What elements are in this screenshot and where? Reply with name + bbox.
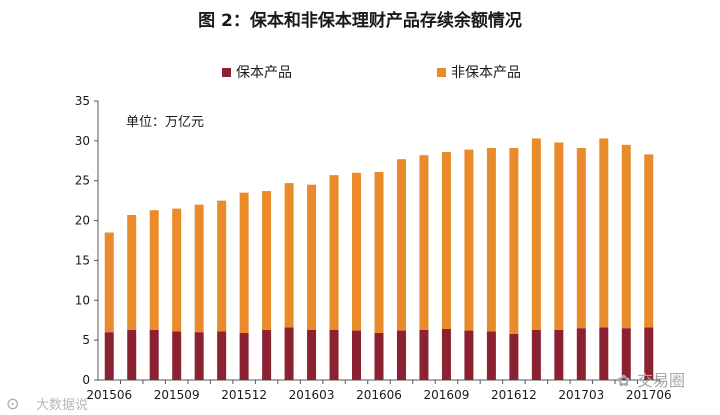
y-tick-label: 35 (75, 94, 90, 108)
bar-guaranteed (396, 330, 406, 380)
bar-guaranteed (284, 327, 294, 380)
bar-guaranteed (374, 332, 384, 380)
axes: 0 5 10 15 20 25 30 35 201506 201509 201512 201603 20… (75, 94, 672, 402)
y-tick-label: 25 (75, 174, 90, 188)
bar-guaranteed (104, 332, 114, 380)
watermark-right-text: 交易圈 (637, 371, 685, 390)
bar-non-guaranteed (217, 200, 227, 332)
bar-guaranteed (194, 332, 204, 380)
bar-non-guaranteed (419, 155, 429, 330)
bar-non-guaranteed (374, 171, 384, 333)
bar-non-guaranteed (172, 208, 182, 332)
y-tick-label: 5 (82, 333, 90, 347)
camera-icon: ⊙ (6, 394, 19, 413)
bar-guaranteed (127, 329, 137, 380)
bar-guaranteed (307, 329, 317, 380)
bar-non-guaranteed (441, 152, 451, 329)
bar-guaranteed (621, 328, 631, 380)
bar-non-guaranteed (284, 183, 294, 328)
bars (104, 138, 654, 380)
legend-swatch-guaranteed (222, 68, 231, 77)
bar-guaranteed (644, 327, 654, 380)
bar-non-guaranteed (396, 159, 406, 331)
x-tick-label: 201603 (289, 388, 335, 402)
bar-non-guaranteed (262, 191, 272, 330)
bar-non-guaranteed (127, 214, 137, 330)
bar-guaranteed (531, 329, 541, 380)
bar-non-guaranteed (352, 172, 362, 331)
x-tick-label: 201512 (221, 388, 267, 402)
bar-non-guaranteed (239, 192, 249, 333)
legend-label-non-guaranteed: 非保本产品 (451, 65, 521, 81)
bar-non-guaranteed (621, 144, 631, 329)
bar-guaranteed (441, 328, 451, 380)
y-tick-label: 10 (75, 293, 90, 307)
y-tick-label: 15 (75, 253, 90, 267)
x-tick-label: 201612 (491, 388, 537, 402)
bar-guaranteed (172, 331, 182, 380)
bar-guaranteed (486, 331, 496, 380)
bar-guaranteed (509, 333, 519, 380)
bar-guaranteed (419, 329, 429, 380)
x-tick-label: 201606 (356, 388, 402, 402)
chart-title: 图 2：保本和非保本理财产品存续余额情况 (198, 10, 522, 31)
bar-guaranteed (262, 329, 272, 380)
bar-non-guaranteed (329, 175, 339, 330)
watermark-left-text: 大数据说 (36, 398, 88, 413)
watermark-right: ✿ 交易圈 (617, 371, 685, 390)
bar-non-guaranteed (554, 142, 564, 330)
bar-guaranteed (329, 329, 339, 380)
bar-guaranteed (576, 328, 586, 380)
bar-guaranteed (464, 330, 474, 380)
legend-label-guaranteed: 保本产品 (236, 65, 292, 81)
bar-non-guaranteed (104, 232, 114, 333)
watermark-left: ⊙ 大数据说 (6, 394, 88, 413)
bar-non-guaranteed (644, 154, 654, 328)
bar-guaranteed (599, 327, 609, 380)
bar-non-guaranteed (576, 148, 586, 329)
bar-guaranteed (217, 331, 227, 380)
x-tick-label: 201609 (424, 388, 470, 402)
bar-non-guaranteed (194, 204, 204, 333)
y-tick-label: 20 (75, 214, 90, 228)
unit-note: 单位：万亿元 (126, 115, 204, 130)
bar-non-guaranteed (531, 138, 541, 330)
bar-non-guaranteed (149, 210, 159, 330)
bar-guaranteed (239, 332, 249, 380)
wechat-icon: ✿ (617, 371, 630, 390)
x-tick-label: 201706 (626, 388, 672, 402)
bar-non-guaranteed (307, 184, 317, 330)
legend-swatch-non-guaranteed (437, 68, 446, 77)
bar-non-guaranteed (486, 148, 496, 332)
bar-guaranteed (352, 330, 362, 380)
bar-guaranteed (149, 329, 159, 380)
y-tick-label: 0 (82, 373, 90, 387)
x-tick-label: 201509 (154, 388, 200, 402)
bar-non-guaranteed (464, 149, 474, 331)
bar-non-guaranteed (599, 138, 609, 328)
y-tick-label: 30 (75, 134, 90, 148)
bar-guaranteed (554, 329, 564, 380)
x-tick-label: 201506 (86, 388, 132, 402)
bar-non-guaranteed (509, 148, 519, 334)
x-tick-label: 201703 (558, 388, 604, 402)
